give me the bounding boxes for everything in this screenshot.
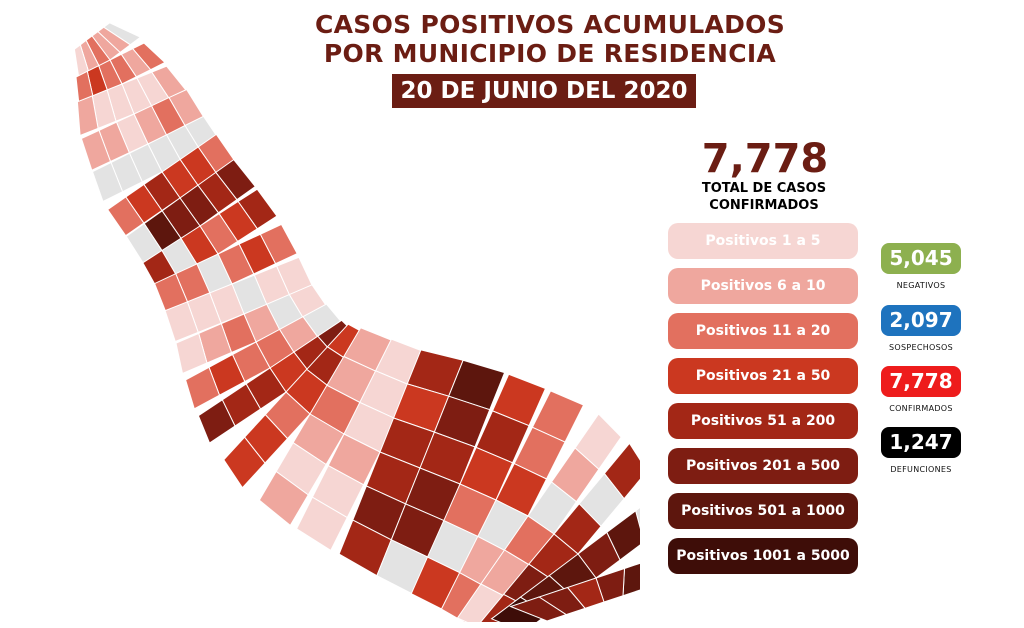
negatives-label: NEGATIVOS <box>896 281 946 290</box>
municipality-region <box>223 436 266 489</box>
veracruz-municipality-map <box>73 22 640 622</box>
confirmed-label: CONFIRMADOS <box>889 404 953 413</box>
municipality-region <box>175 332 208 375</box>
page-title: CASOS POSITIVOS ACUMULADOS POR MUNICIPIO… <box>300 10 800 68</box>
date-banner: 20 DE JUNIO DEL 2020 <box>392 74 696 108</box>
title-line-2: POR MUNICIPIO DE RESIDENCIA <box>323 39 777 68</box>
legend-item-51-200: Positivos 51 a 200 <box>668 403 858 439</box>
total-cases-number: 7,778 <box>701 136 829 182</box>
municipality-region <box>295 496 348 552</box>
municipality-region <box>197 399 236 444</box>
municipality-region <box>622 562 640 597</box>
municipality-region <box>80 129 112 171</box>
deaths-value: 1,247 <box>881 427 961 458</box>
municipality-region <box>164 301 199 343</box>
total-label-line-2: CONFIRMADOS <box>709 198 819 213</box>
legend-item-1-5: Positivos 1 a 5 <box>668 223 858 259</box>
legend-item-6-10: Positivos 6 a 10 <box>668 268 858 304</box>
suspects-label: SOSPECHOSOS <box>889 343 953 352</box>
legend-item-1001-5000: Positivos 1001 a 5000 <box>668 538 858 574</box>
legend-item-11-20: Positivos 11 a 20 <box>668 313 858 349</box>
municipality-region <box>76 95 99 137</box>
confirmed-value: 7,778 <box>881 366 961 397</box>
municipality-region <box>185 366 221 410</box>
municipality-region <box>107 196 145 237</box>
municipality-region <box>258 470 309 527</box>
map-regions <box>73 22 640 622</box>
deaths-label: DEFUNCIONES <box>890 465 952 474</box>
legend-item-201-500: Positivos 201 a 500 <box>668 448 858 484</box>
total-cases-label: TOTAL DE CASOS CONFIRMADOS <box>678 180 850 214</box>
municipality-region <box>91 161 124 203</box>
negatives-value: 5,045 <box>881 243 961 274</box>
total-label-line-1: TOTAL DE CASOS <box>701 181 827 196</box>
suspects-value: 2,097 <box>881 305 961 336</box>
municipality-region <box>509 596 568 622</box>
title-line-1: CASOS POSITIVOS ACUMULADOS <box>314 10 786 39</box>
legend-item-501-1000: Positivos 501 a 1000 <box>668 493 858 529</box>
legend-item-21-50: Positivos 21 a 50 <box>668 358 858 394</box>
